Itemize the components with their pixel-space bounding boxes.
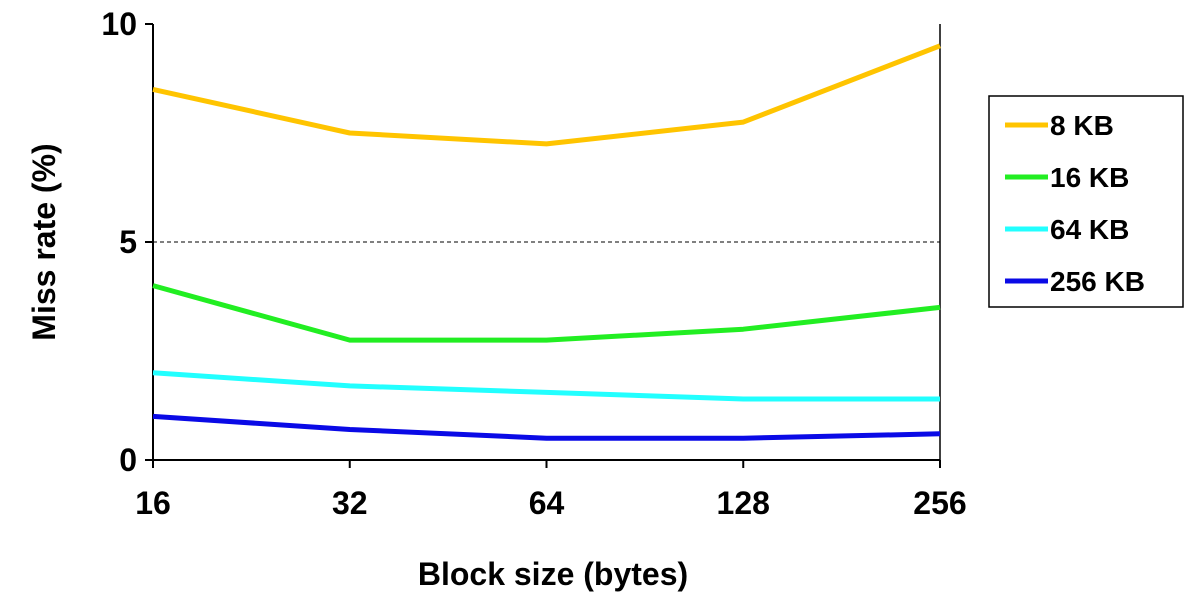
legend-box [988,95,1184,308]
y-axis-title: Miss rate (%) [26,143,62,340]
x-tick-label: 32 [332,485,368,521]
series-lines [152,43,941,441]
legend-label: 256 KB [1050,266,1145,297]
x-tick-label: 64 [529,485,565,521]
legend-label: 16 KB [1050,162,1129,193]
series-line-8kb [152,43,941,147]
x-axis-title: Block size (bytes) [418,556,688,592]
legend-label: 8 KB [1050,110,1114,141]
x-tick-label: 16 [135,485,171,521]
x-ticks: 16 32 64 128 256 [135,460,967,521]
y-tick-label: 10 [101,6,137,42]
legend: 8 KB 16 KB 64 KB 256 KB [988,95,1184,308]
x-tick-label: 256 [913,485,966,521]
series-line-256kb [152,413,941,441]
y-tick-label: 0 [119,442,137,478]
series-line-16kb [152,283,941,343]
y-ticks: 0 5 10 [101,6,153,478]
y-tick-label: 5 [119,224,137,260]
series-line-64kb [152,370,940,402]
x-tick-label: 128 [717,485,770,521]
legend-label: 64 KB [1050,214,1129,245]
